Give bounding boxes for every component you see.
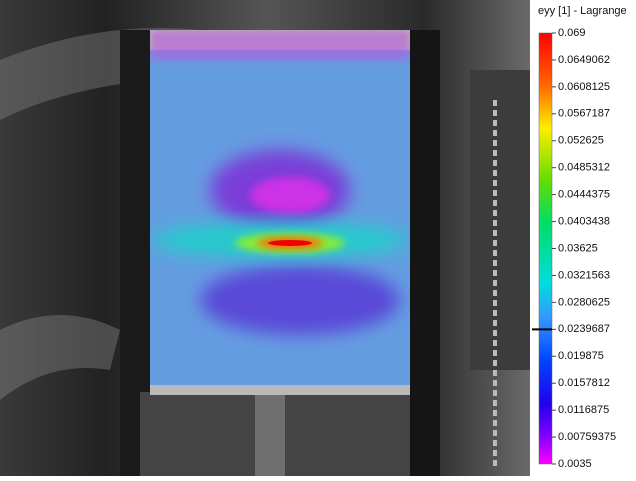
tick-label: 0.052625 <box>558 135 604 147</box>
tick-label: 0.0403438 <box>558 215 610 227</box>
strain-overlay <box>150 30 410 385</box>
tick-label: 0.03625 <box>558 242 598 254</box>
tick-label: 0.019875 <box>558 350 604 362</box>
tick-label: 0.0321563 <box>558 269 610 281</box>
colorbar <box>538 32 553 465</box>
tick-label: 0.0649062 <box>558 54 610 66</box>
colorbar-title: eyy [1] - Lagrange <box>538 5 627 17</box>
tick-label: 0.0116875 <box>558 404 609 416</box>
tick-label: 0.0608125 <box>558 81 610 93</box>
tick-label: 0.0444375 <box>558 189 610 201</box>
tick-label: 0.0035 <box>558 458 592 470</box>
tick-label: 0.00759375 <box>558 431 616 443</box>
tick-label: 0.0567187 <box>558 108 610 120</box>
tick-label: 0.0485312 <box>558 162 610 174</box>
tick-label: 0.0239687 <box>558 323 610 335</box>
colorbar-ticks: 0.069 0.0649062 0.0608125 0.0567187 0.052625… <box>532 27 616 470</box>
tick-label: 0.069 <box>558 27 586 39</box>
tick-label: 0.0157812 <box>558 377 610 389</box>
tick-label: 0.0280625 <box>558 296 610 308</box>
